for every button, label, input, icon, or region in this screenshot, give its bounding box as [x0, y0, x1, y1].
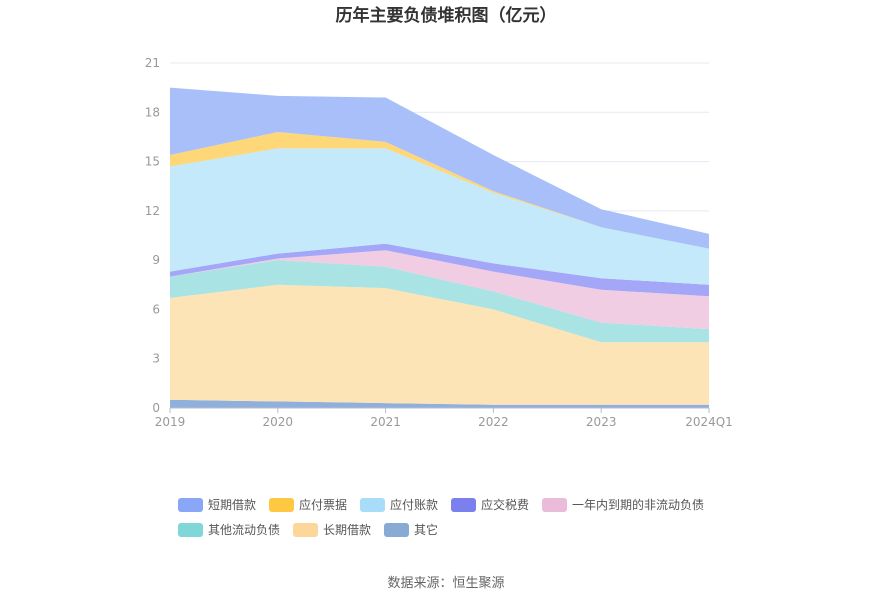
y-tick-label: 21 [145, 56, 160, 70]
x-tick-labels: 2019 2020 2021 2022 2023 2024Q1 [155, 415, 733, 429]
y-tick-label: 15 [145, 155, 160, 169]
series-area-应付票据 [170, 132, 709, 249]
series-area-短期借款 [170, 87, 709, 249]
legend-swatch [542, 498, 567, 512]
y-axis: 0 3 6 9 12 15 18 21 [145, 56, 160, 415]
legend-item[interactable]: 其它 [384, 522, 438, 537]
y-tick-label: 6 [152, 302, 160, 316]
x-tick-label: 2021 [370, 415, 401, 429]
x-tick-label: 2023 [586, 415, 617, 429]
x-tick-label: 2019 [155, 415, 186, 429]
y-tick-label: 9 [152, 253, 160, 267]
legend-label: 一年内到期的非流动负债 [572, 497, 704, 512]
data-source: 数据来源：恒生聚源 [387, 576, 504, 591]
legend-item[interactable]: 应交税费 [451, 497, 529, 512]
areas [170, 87, 709, 408]
x-tick-label: 2020 [263, 415, 294, 429]
legend-label: 应付票据 [299, 497, 347, 512]
y-tick-label: 3 [152, 352, 160, 366]
series-area-长期借款 [170, 284, 709, 405]
legend-swatch [451, 498, 476, 512]
legend-swatch [360, 498, 385, 512]
chart-title: 历年主要负债堆积图（亿元） [336, 5, 557, 26]
legend-swatch [178, 523, 203, 537]
legend-item[interactable]: 一年内到期的非流动负债 [542, 497, 704, 512]
x-axis [169, 407, 710, 413]
legend-item[interactable]: 应付账款 [360, 497, 438, 512]
series-area-一年内到期的非流动负债 [170, 250, 709, 330]
series-area-应交税费 [170, 243, 709, 297]
legend-label: 应交税费 [481, 497, 529, 512]
legend-swatch [293, 523, 318, 537]
legend-swatch [178, 498, 203, 512]
legend-label: 应付账款 [390, 497, 438, 512]
legend-label: 短期借款 [208, 498, 256, 512]
legend-item[interactable]: 其他流动负债 [178, 523, 280, 537]
x-tick-label: 2024Q1 [685, 415, 733, 429]
y-tick-label: 0 [152, 401, 160, 415]
legend-label: 长期借款 [323, 523, 371, 537]
legend-swatch [384, 523, 409, 537]
x-tick-label: 2022 [478, 415, 509, 429]
legend-label: 其它 [414, 522, 438, 537]
legend-label: 其他流动负债 [208, 523, 280, 537]
legend-swatch [269, 498, 294, 512]
legend-item[interactable]: 短期借款 [178, 498, 256, 512]
series-area-其他流动负债 [170, 260, 709, 343]
series-area-其它 [170, 399, 709, 408]
series-area-应付账款 [170, 148, 709, 285]
legend-item[interactable]: 应付票据 [269, 497, 347, 512]
legend-item[interactable]: 长期借款 [293, 523, 371, 537]
y-tick-label: 18 [145, 105, 160, 119]
y-tick-label: 12 [145, 204, 160, 218]
